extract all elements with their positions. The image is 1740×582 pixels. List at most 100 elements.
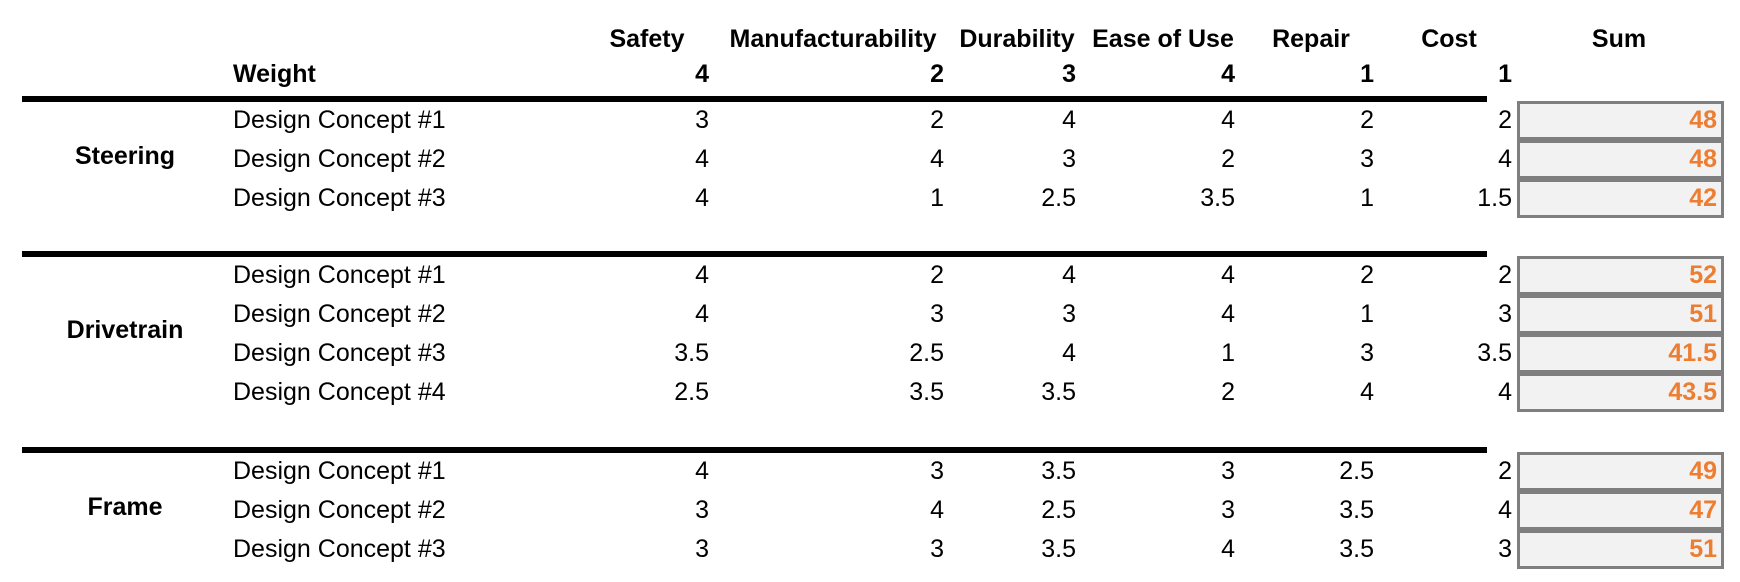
score-repair: 4 bbox=[1360, 378, 1374, 406]
score-safety: 3 bbox=[695, 535, 709, 563]
score-durability: 3 bbox=[1062, 145, 1076, 173]
score-cost: 2 bbox=[1498, 261, 1512, 289]
sum-value: 51 bbox=[1689, 300, 1717, 328]
score-durability: 2.5 bbox=[1041, 496, 1076, 524]
sum-cell[interactable]: 48 bbox=[1517, 101, 1724, 140]
score-safety: 3 bbox=[695, 496, 709, 524]
score-manufacturability: 4 bbox=[930, 496, 944, 524]
weight-label: Weight bbox=[233, 60, 316, 88]
score-cost: 4 bbox=[1498, 496, 1512, 524]
sum-cell[interactable]: 49 bbox=[1517, 452, 1724, 491]
table-row: Design Concept #3 3 3 3.5 4 3.5 3 51 bbox=[0, 530, 1740, 569]
score-ease-of-use: 3 bbox=[1221, 457, 1235, 485]
score-manufacturability: 2 bbox=[930, 261, 944, 289]
score-ease-of-use: 4 bbox=[1221, 106, 1235, 134]
score-durability: 2.5 bbox=[1041, 184, 1076, 212]
score-ease-of-use: 2 bbox=[1221, 378, 1235, 406]
score-durability: 3 bbox=[1062, 300, 1076, 328]
column-header-repair: Repair bbox=[1272, 25, 1350, 53]
weight-manufacturability: 2 bbox=[930, 60, 944, 88]
score-safety: 4 bbox=[695, 457, 709, 485]
score-manufacturability: 3 bbox=[930, 535, 944, 563]
score-ease-of-use: 3.5 bbox=[1200, 184, 1235, 212]
score-repair: 3 bbox=[1360, 339, 1374, 367]
score-ease-of-use: 4 bbox=[1221, 300, 1235, 328]
score-ease-of-use: 2 bbox=[1221, 145, 1235, 173]
sum-cell[interactable]: 43.5 bbox=[1517, 373, 1724, 412]
score-safety: 4 bbox=[695, 145, 709, 173]
score-repair: 3.5 bbox=[1339, 496, 1374, 524]
sum-value: 48 bbox=[1689, 106, 1717, 134]
table-row: Design Concept #3 4 1 2.5 3.5 1 1.5 42 bbox=[0, 179, 1740, 218]
score-safety: 3 bbox=[695, 106, 709, 134]
score-safety: 4 bbox=[695, 300, 709, 328]
score-manufacturability: 1 bbox=[930, 184, 944, 212]
score-durability: 4 bbox=[1062, 261, 1076, 289]
score-durability: 3.5 bbox=[1041, 457, 1076, 485]
table-row: Design Concept #1 3 2 4 4 2 2 48 bbox=[0, 101, 1740, 140]
table-row: Design Concept #3 3.5 2.5 4 1 3 3.5 41.5 bbox=[0, 334, 1740, 373]
table-row: Design Concept #2 4 3 3 4 1 3 51 bbox=[0, 295, 1740, 334]
score-manufacturability: 3 bbox=[930, 457, 944, 485]
column-header-manufacturability: Manufacturability bbox=[729, 25, 937, 53]
score-repair: 3.5 bbox=[1339, 535, 1374, 563]
sum-cell[interactable]: 52 bbox=[1517, 256, 1724, 295]
table-row: Design Concept #1 4 3 3.5 3 2.5 2 49 bbox=[0, 452, 1740, 491]
score-repair: 1 bbox=[1360, 184, 1374, 212]
sum-value: 49 bbox=[1689, 457, 1717, 485]
group-divider-drivetrain bbox=[22, 251, 1487, 257]
weight-safety: 4 bbox=[695, 60, 709, 88]
score-ease-of-use: 1 bbox=[1221, 339, 1235, 367]
score-cost: 3.5 bbox=[1477, 339, 1512, 367]
group-label-frame: Frame bbox=[87, 493, 163, 521]
score-manufacturability: 2.5 bbox=[909, 339, 944, 367]
sum-cell[interactable]: 47 bbox=[1517, 491, 1724, 530]
concept-name: Design Concept #2 bbox=[233, 496, 446, 524]
concept-name: Design Concept #2 bbox=[233, 145, 446, 173]
score-cost: 4 bbox=[1498, 378, 1512, 406]
score-manufacturability: 2 bbox=[930, 106, 944, 134]
score-safety: 3.5 bbox=[674, 339, 709, 367]
sum-cell[interactable]: 51 bbox=[1517, 295, 1724, 334]
sum-cell[interactable]: 42 bbox=[1517, 179, 1724, 218]
sum-value: 52 bbox=[1689, 261, 1717, 289]
score-repair: 1 bbox=[1360, 300, 1374, 328]
weight-cost: 1 bbox=[1498, 60, 1512, 88]
sum-cell[interactable]: 51 bbox=[1517, 530, 1724, 569]
table-row: Design Concept #4 2.5 3.5 3.5 2 4 4 43.5 bbox=[0, 373, 1740, 412]
score-cost: 2 bbox=[1498, 106, 1512, 134]
score-durability: 3.5 bbox=[1041, 535, 1076, 563]
score-cost: 3 bbox=[1498, 300, 1512, 328]
sum-value: 43.5 bbox=[1668, 378, 1717, 406]
score-cost: 1.5 bbox=[1477, 184, 1512, 212]
weight-durability: 3 bbox=[1062, 60, 1076, 88]
column-header-durability: Durability bbox=[959, 25, 1075, 53]
sum-value: 51 bbox=[1689, 535, 1717, 563]
column-header-ease-of-use: Ease of Use bbox=[1092, 25, 1234, 53]
score-manufacturability: 3.5 bbox=[909, 378, 944, 406]
sum-value: 41.5 bbox=[1668, 339, 1717, 367]
concept-name: Design Concept #1 bbox=[233, 457, 446, 485]
score-ease-of-use: 4 bbox=[1221, 261, 1235, 289]
group-label-drivetrain: Drivetrain bbox=[66, 316, 184, 344]
concept-name: Design Concept #3 bbox=[233, 535, 446, 563]
concept-name: Design Concept #3 bbox=[233, 339, 446, 367]
column-header-sum: Sum bbox=[1591, 25, 1647, 53]
score-cost: 2 bbox=[1498, 457, 1512, 485]
group-divider-frame bbox=[22, 447, 1487, 453]
score-ease-of-use: 3 bbox=[1221, 496, 1235, 524]
score-manufacturability: 3 bbox=[930, 300, 944, 328]
score-cost: 4 bbox=[1498, 145, 1512, 173]
score-ease-of-use: 4 bbox=[1221, 535, 1235, 563]
sum-cell[interactable]: 41.5 bbox=[1517, 334, 1724, 373]
group-label-steering: Steering bbox=[74, 142, 176, 170]
sum-cell[interactable]: 48 bbox=[1517, 140, 1724, 179]
weight-ease-of-use: 4 bbox=[1221, 60, 1235, 88]
concept-name: Design Concept #1 bbox=[233, 261, 446, 289]
concept-name: Design Concept #3 bbox=[233, 184, 446, 212]
concept-name: Design Concept #4 bbox=[233, 378, 446, 406]
score-safety: 4 bbox=[695, 261, 709, 289]
table-row: Design Concept #2 3 4 2.5 3 3.5 4 47 bbox=[0, 491, 1740, 530]
score-cost: 3 bbox=[1498, 535, 1512, 563]
score-repair: 3 bbox=[1360, 145, 1374, 173]
